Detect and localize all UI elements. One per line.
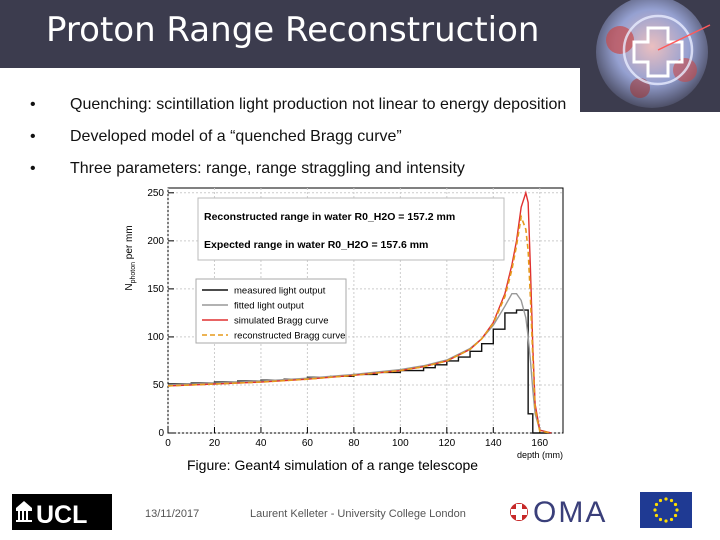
eu-star (673, 502, 678, 507)
y-tick-label: 200 (147, 236, 164, 247)
ucl-logo: UCL (12, 494, 112, 530)
bullet-text: Developed model of a “quenched Bragg cur… (70, 128, 402, 145)
bragg-curve-chart: 0 20 40 60 80 100 120 140 160 0 50 100 150 200 250 dept… (124, 187, 564, 460)
x-tick-label: 100 (392, 438, 409, 449)
y-tick-label: 100 (147, 332, 164, 343)
oma-logo-text: OMA (533, 496, 607, 529)
x-tick-label: 20 (209, 438, 221, 449)
legend-label: fitted light output (234, 301, 304, 312)
footer-author: Laurent Kelleter - University College Lo… (250, 508, 466, 520)
legend-label: measured light output (234, 286, 326, 297)
eu-flag-icon (640, 492, 692, 528)
x-tick-label: 0 (165, 438, 171, 449)
bullet-list: • Quenching: scintillation light producti… (30, 94, 566, 190)
eu-star (654, 502, 659, 507)
x-tick-label: 40 (255, 438, 267, 449)
slide-title: Proton Range Reconstruction (46, 10, 540, 50)
eu-star (658, 498, 663, 503)
bullet-icon: • (30, 96, 36, 113)
eu-star (654, 513, 659, 518)
y-tick-label: 250 (147, 188, 164, 199)
bullet-item: • Developed model of a “quenched Bragg cu… (30, 126, 566, 158)
eu-star (664, 519, 668, 523)
eu-star (658, 517, 663, 522)
bullet-icon: • (30, 128, 36, 145)
x-tick-label: 60 (302, 438, 314, 449)
eu-star (675, 508, 679, 512)
bullet-text: Three parameters: range, range stragglin… (70, 160, 465, 177)
bullet-item: • Three parameters: range, range straggli… (30, 158, 566, 190)
series-line-3 (167, 213, 552, 434)
bullet-text: Quenching: scintillation light productio… (70, 96, 567, 113)
y-tick-label: 150 (147, 284, 164, 295)
eu-star (673, 513, 678, 518)
footer-date: 13/11/2017 (145, 508, 200, 520)
y-tick-label: 0 (158, 428, 164, 439)
annotation-text: Reconstructed range in water R0_H2O = 15… (204, 211, 455, 223)
ucl-logo-text: UCL (36, 501, 87, 529)
x-tick-label: 80 (348, 438, 360, 449)
legend-label: reconstructed Bragg curve (234, 331, 345, 342)
x-tick-label: 140 (485, 438, 502, 449)
eu-star (669, 517, 674, 522)
medical-cross-logo (580, 0, 720, 112)
x-tick-label: 160 (531, 438, 548, 449)
bullet-item: • Quenching: scintillation light producti… (30, 94, 566, 126)
x-axis-label: depth (mm) (517, 450, 563, 460)
x-tick-label: 120 (438, 438, 455, 449)
eu-star (653, 508, 657, 512)
series-line-1 (167, 292, 552, 434)
figure-caption: Figure: Geant4 simulation of a range tel… (187, 457, 479, 473)
y-axis-label: Nphoton per mm (124, 225, 137, 290)
annotation-box (197, 197, 505, 261)
annotation-text: Expected range in water R0_H2O = 157.6 m… (204, 239, 428, 251)
eu-star (669, 498, 674, 503)
legend-label: simulated Bragg curve (234, 316, 329, 327)
oma-logo: OMA (510, 496, 607, 529)
eu-star (664, 497, 668, 501)
y-tick-label: 50 (153, 380, 165, 391)
bullet-icon: • (30, 160, 36, 177)
